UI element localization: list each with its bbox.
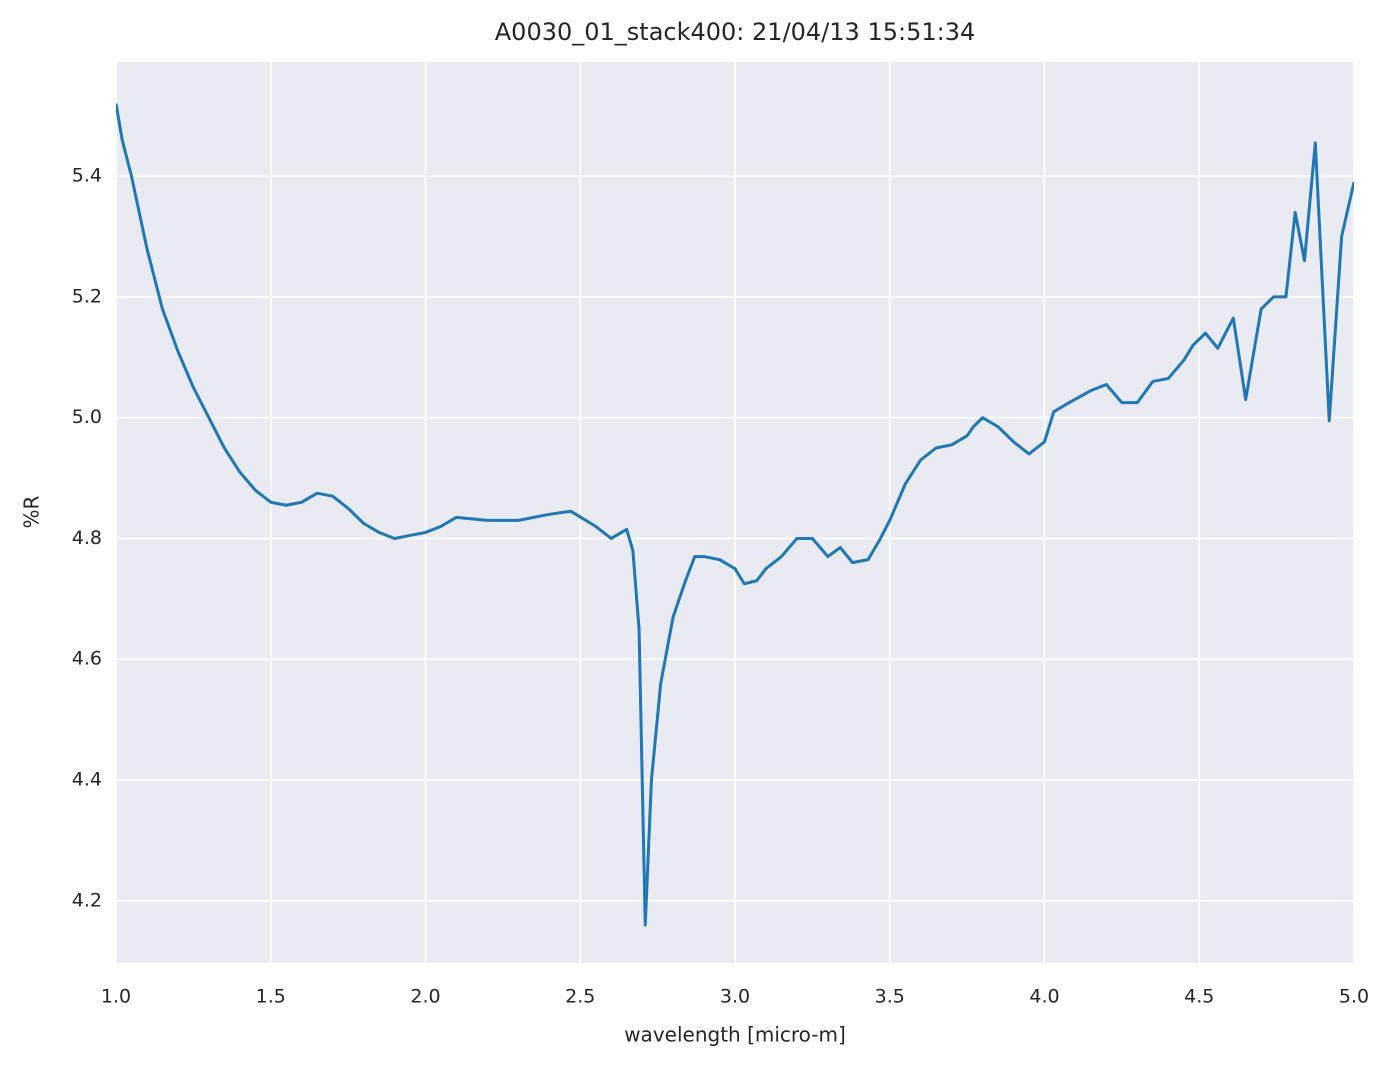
- x-tick-label: 4.5: [1184, 986, 1214, 1008]
- x-tick-label: 2.0: [410, 986, 440, 1008]
- y-tick-label: 4.2: [72, 889, 102, 911]
- y-axis-label: %R: [20, 495, 44, 528]
- x-tick-label: 4.0: [1029, 986, 1059, 1008]
- y-tick-label: 5.2: [72, 285, 102, 307]
- x-tick-label: 1.0: [101, 986, 131, 1008]
- x-axis-label: wavelength [micro-m]: [624, 1023, 846, 1047]
- y-tick-label: 4.8: [72, 527, 102, 549]
- x-tick-label: 5.0: [1339, 986, 1369, 1008]
- x-tick-label: 2.5: [565, 986, 595, 1008]
- x-tick-label: 3.0: [720, 986, 750, 1008]
- y-tick-label: 4.6: [72, 648, 102, 670]
- y-tick-label: 4.4: [72, 769, 102, 791]
- x-tick-label: 3.5: [875, 986, 905, 1008]
- chart-title: A0030_01_stack400: 21/04/13 15:51:34: [495, 18, 975, 46]
- data-line: [116, 103, 1354, 927]
- y-tick-label: 5.0: [72, 406, 102, 428]
- x-tick-label: 1.5: [256, 986, 286, 1008]
- y-tick-label: 5.4: [72, 165, 102, 187]
